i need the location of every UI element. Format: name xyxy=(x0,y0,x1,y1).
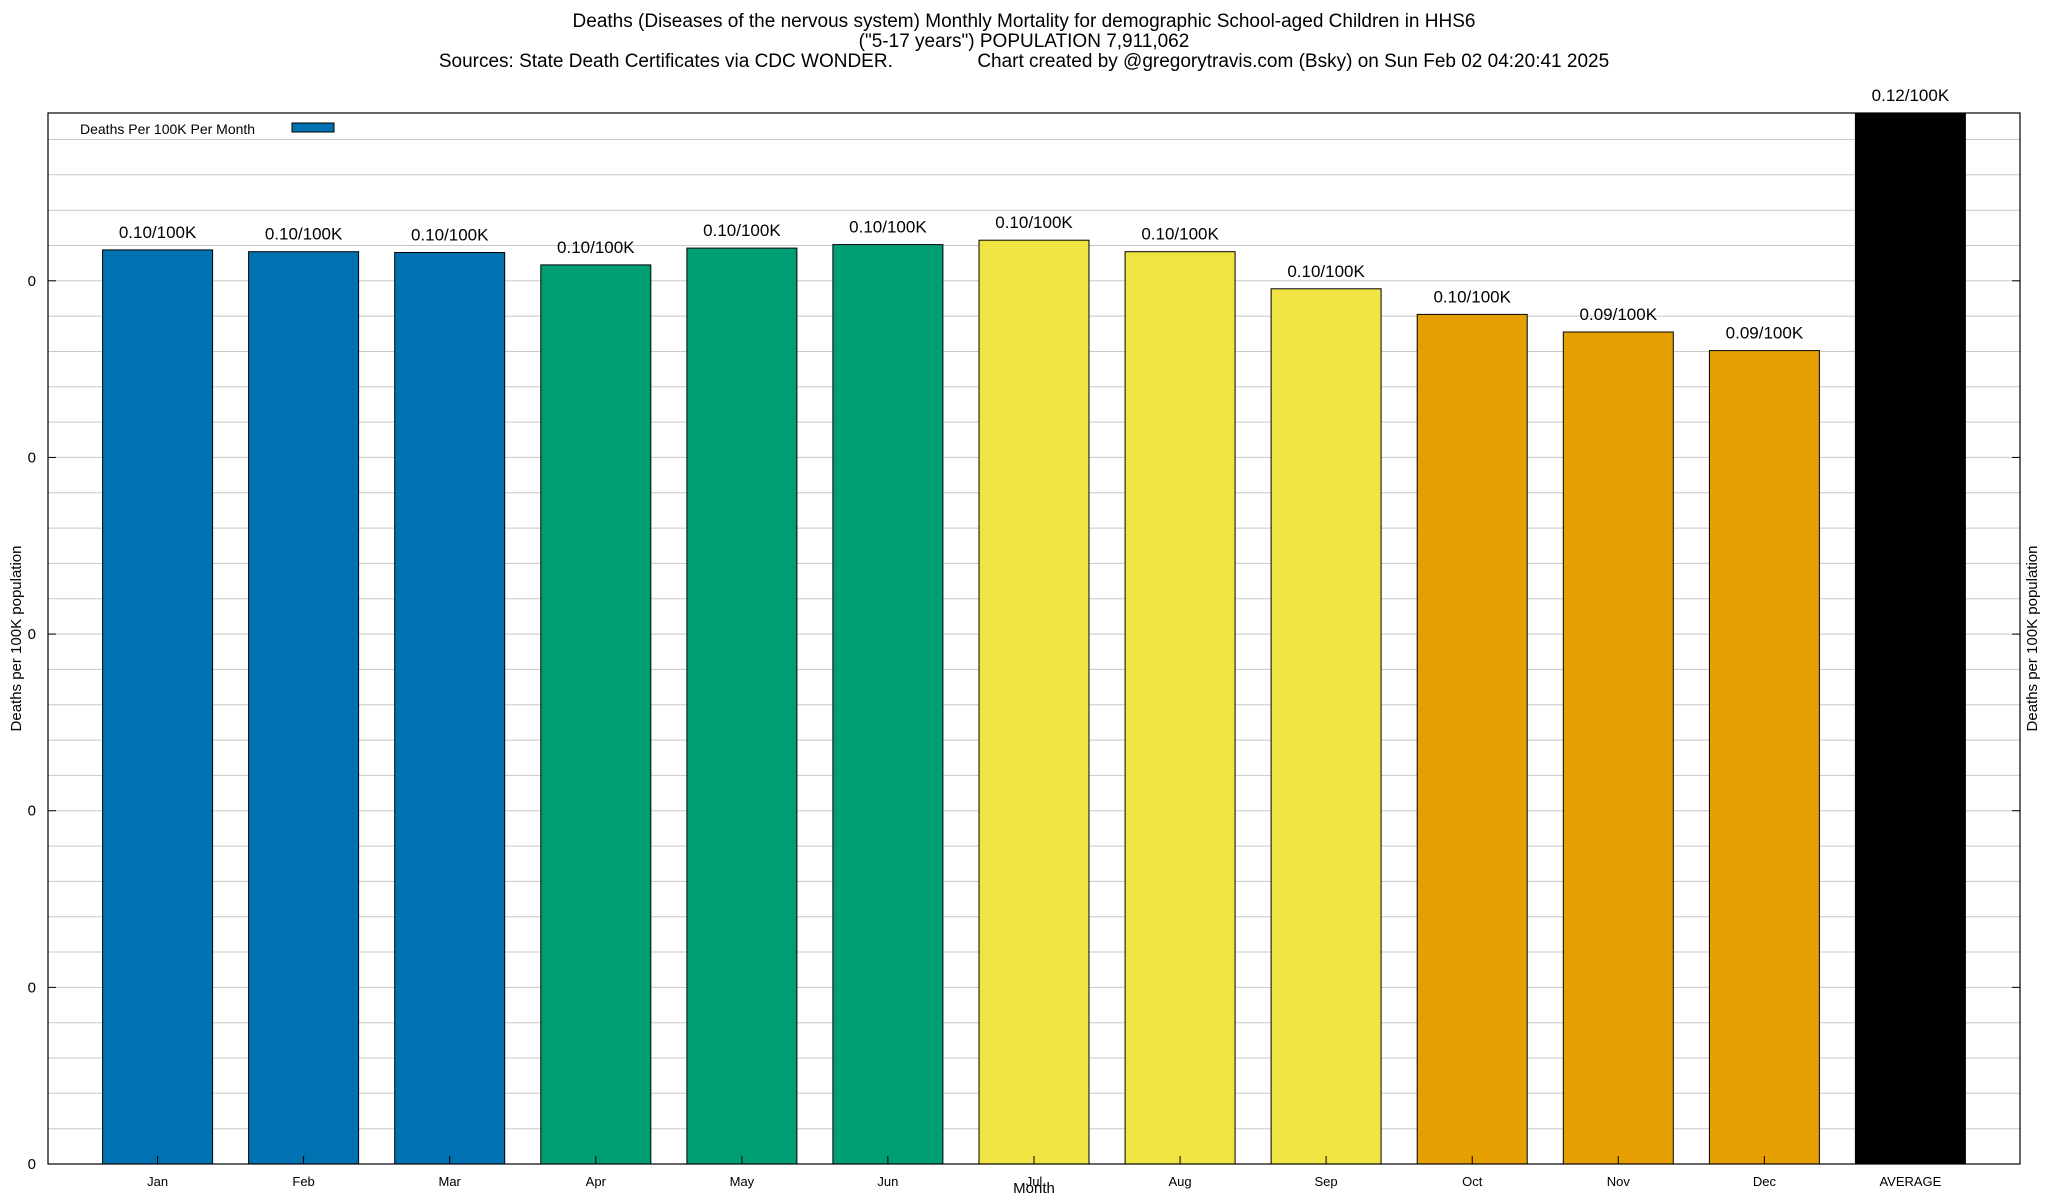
x-tick-label: Jun xyxy=(877,1174,898,1189)
y-tick-label: 0 xyxy=(28,979,36,996)
legend: Deaths Per 100K Per Month xyxy=(80,121,335,137)
y-axis-label-right: Deaths per 100K population xyxy=(2024,546,2041,732)
bar-dec xyxy=(1708,350,1820,1165)
chart-title: Deaths (Diseases of the nervous system) … xyxy=(0,12,2048,72)
bar-sep xyxy=(1270,288,1382,1165)
x-tick-label: Oct xyxy=(1462,1174,1483,1189)
bar-value-label: 0.10/100K xyxy=(703,221,781,240)
x-tick-label: Mar xyxy=(439,1174,462,1189)
x-tick-label: Jan xyxy=(147,1174,168,1189)
title-line-1: Deaths (Diseases of the nervous system) … xyxy=(572,11,1476,32)
title-line-2: ("5-17 years") POPULATION 7,911,062 xyxy=(858,31,1190,52)
x-tick-label: Jul xyxy=(1026,1174,1043,1189)
plot-frame xyxy=(47,112,2021,1165)
bar-value-label: 0.10/100K xyxy=(849,218,927,237)
x-tick-label: Apr xyxy=(586,1174,607,1189)
x-tick-label: Nov xyxy=(1607,1174,1631,1189)
bar-value-label: 0.10/100K xyxy=(557,238,635,257)
bar-value-label: 0.10/100K xyxy=(265,225,343,244)
bar-aug xyxy=(1124,251,1236,1165)
y-tick-label: 0 xyxy=(28,449,36,466)
bar-value-label: 0.10/100K xyxy=(411,226,489,245)
bar-jul xyxy=(978,239,1090,1165)
legend-label: Deaths Per 100K Per Month xyxy=(80,121,255,137)
bar-oct xyxy=(1416,313,1528,1165)
x-tick-label: AVERAGE xyxy=(1879,1174,1941,1189)
y-tick-label: 0 xyxy=(28,273,36,290)
bar-value-label: 0.09/100K xyxy=(1726,324,1804,343)
x-tick-label: May xyxy=(730,1174,755,1189)
title-line-3: Sources: State Death Certificates via CD… xyxy=(438,51,1610,72)
bar-value-label: 0.10/100K xyxy=(1141,225,1219,244)
bar-jun xyxy=(832,244,944,1165)
bar-value-label: 0.12/100K xyxy=(1872,86,1950,105)
y-axis-label-left: Deaths per 100K population xyxy=(8,546,25,732)
x-tick-label: Feb xyxy=(292,1174,314,1189)
bar-jan xyxy=(102,249,214,1165)
legend-swatch xyxy=(291,122,335,133)
x-tick-label: Sep xyxy=(1315,1174,1338,1189)
bar-value-label: 0.10/100K xyxy=(995,213,1073,232)
value-labels: 0.10/100K 0.10/100K 0.10/100K 0.10/100K 0.10… xyxy=(119,86,1950,343)
axis-ticks: 0 0 0 0 0 0 Jan Feb Mar Apr May Jun Jul Aug Sep Oct Nov D… xyxy=(28,273,2020,1189)
bars xyxy=(102,112,1966,1165)
x-tick-label: Aug xyxy=(1169,1174,1192,1189)
y-tick-label: 0 xyxy=(28,626,36,643)
bar-mar xyxy=(394,252,506,1165)
bar-feb xyxy=(248,251,360,1165)
bar-apr xyxy=(540,264,652,1165)
bar-may xyxy=(686,247,798,1165)
y-tick-label: 0 xyxy=(28,803,36,820)
bar-average xyxy=(1854,112,1966,1165)
bar-value-label: 0.10/100K xyxy=(119,223,197,242)
x-tick-label: Dec xyxy=(1753,1174,1777,1189)
bar-value-label: 0.09/100K xyxy=(1580,305,1658,324)
bar-value-label: 0.10/100K xyxy=(1433,287,1511,306)
bar-nov xyxy=(1562,331,1674,1165)
bar-value-label: 0.10/100K xyxy=(1287,262,1365,281)
x-axis-label: Month xyxy=(1013,1180,1055,1197)
y-tick-label: 0 xyxy=(28,1156,36,1173)
